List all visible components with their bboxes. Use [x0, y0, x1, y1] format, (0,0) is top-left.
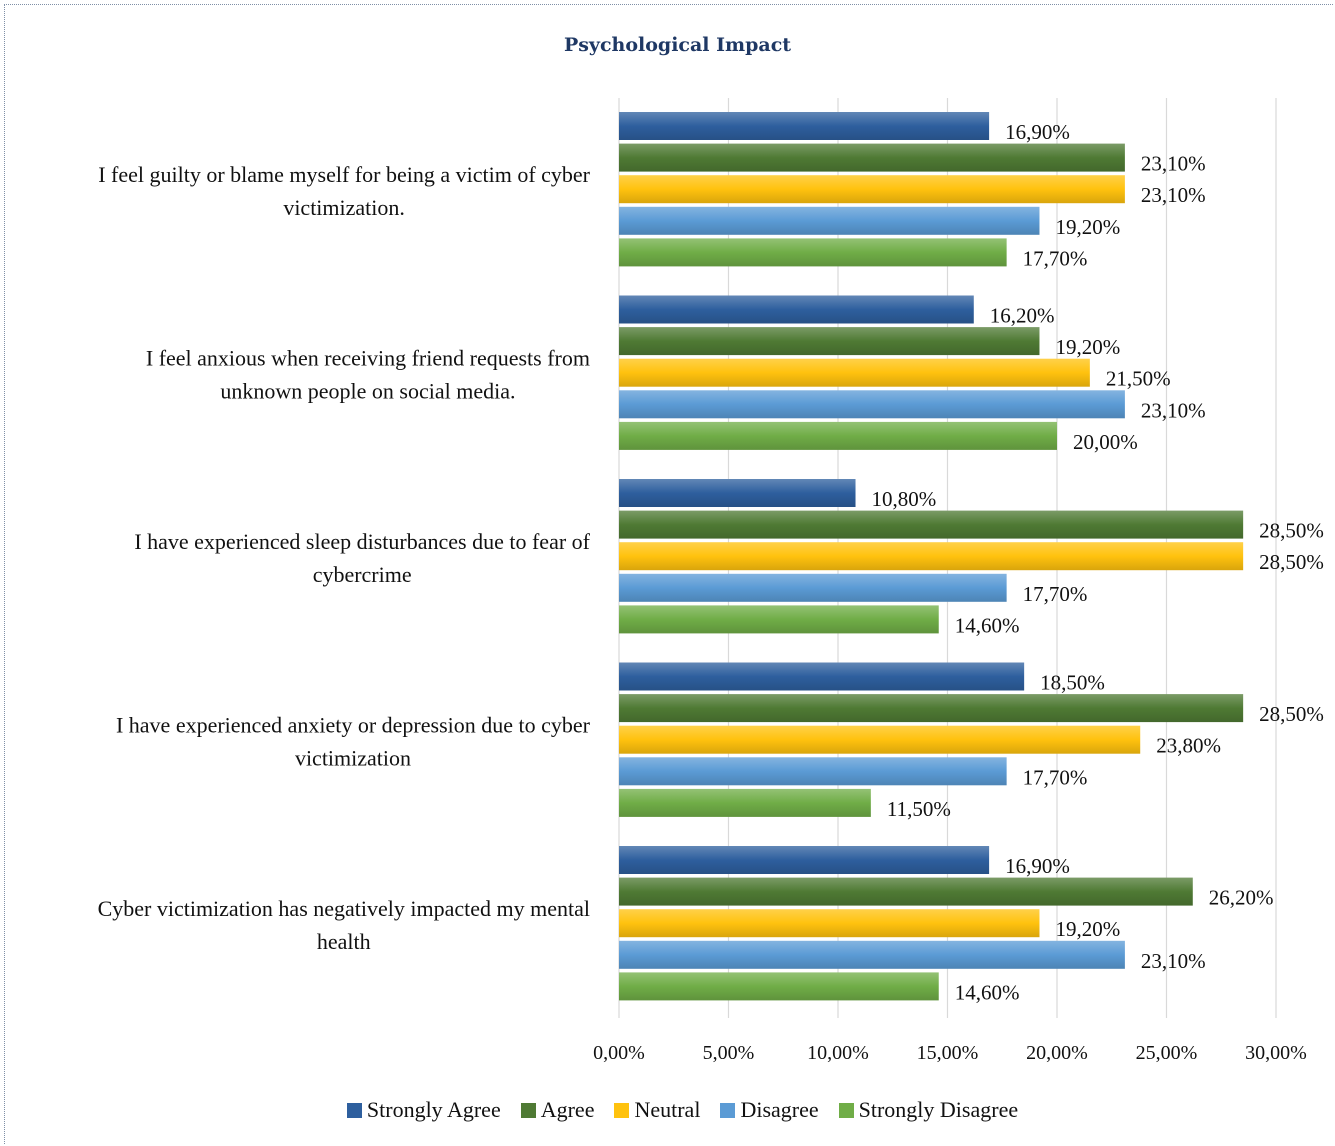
category-label: I feel anxious when receiving friend req… — [146, 346, 590, 371]
data-label: 11,50% — [887, 797, 951, 821]
category-label: health — [317, 929, 371, 954]
bar — [619, 112, 990, 140]
bar — [619, 694, 1244, 723]
data-label: 20,00% — [1073, 430, 1138, 454]
bar — [619, 238, 1007, 267]
bar — [619, 757, 1007, 786]
data-label: 19,20% — [1055, 215, 1120, 239]
x-tick-label: 15,00% — [917, 1042, 979, 1064]
data-label: 23,80% — [1156, 734, 1221, 758]
category-label: cybercrime — [313, 562, 412, 587]
bar — [619, 143, 1125, 172]
category-label: I have experienced anxiety or depression… — [116, 713, 591, 738]
bar — [619, 327, 1040, 356]
data-label: 19,20% — [1055, 335, 1120, 359]
bar — [619, 421, 1057, 450]
category-labels: I feel guilty or blame myself for being … — [98, 162, 591, 954]
category-label: I have experienced sleep disturbances du… — [134, 529, 590, 554]
bar — [619, 295, 974, 324]
data-label: 16,20% — [990, 304, 1055, 328]
legend-swatch — [720, 1102, 736, 1118]
data-label: 23,10% — [1141, 183, 1206, 207]
data-label: 17,70% — [1023, 765, 1088, 789]
legend-swatch — [520, 1102, 536, 1118]
category-label: Cyber victimization has negatively impac… — [98, 896, 590, 921]
bar — [619, 725, 1141, 754]
data-label: 19,20% — [1055, 917, 1120, 941]
legend-label: Agree — [540, 1096, 595, 1122]
chart-title: Psychological Impact — [563, 34, 792, 56]
x-tick-label: 30,00% — [1245, 1042, 1307, 1064]
bar — [619, 479, 856, 507]
data-label: 23,10% — [1141, 949, 1206, 973]
x-tick-label: 10,00% — [807, 1042, 869, 1064]
bar — [619, 972, 939, 1001]
x-tick-label: 25,00% — [1136, 1042, 1198, 1064]
legend-label: Disagree — [740, 1096, 819, 1122]
data-label: 18,50% — [1040, 671, 1105, 695]
legend-label: Neutral — [634, 1096, 701, 1122]
legend-item: Strongly Agree — [346, 1096, 501, 1123]
chart-frame — [4, 4, 1333, 1144]
bar — [619, 909, 1040, 938]
bar — [619, 358, 1090, 387]
bar — [619, 605, 939, 634]
legend-item: Strongly Disagree — [838, 1096, 1019, 1123]
bar — [619, 877, 1193, 906]
bar — [619, 788, 871, 817]
x-tick-label: 0,00% — [593, 1042, 645, 1064]
bar — [619, 206, 1040, 235]
bar — [619, 573, 1007, 602]
bar — [619, 662, 1025, 691]
data-label: 17,70% — [1023, 582, 1088, 606]
value-labels: 16,90%23,10%23,10%19,20%17,70%16,20%19,2… — [872, 120, 1324, 1004]
legend-item: Disagree — [720, 1096, 819, 1123]
legend: Strongly Agree Agree Neutral Disagree Strong… — [0, 1095, 1335, 1123]
bar — [619, 390, 1125, 419]
category-label: victimization. — [283, 195, 405, 220]
legend-label: Strongly Agree — [366, 1096, 501, 1122]
category-label: I feel guilty or blame myself for being … — [98, 162, 590, 187]
legend-item: Neutral — [614, 1097, 700, 1123]
data-label: 16,90% — [1005, 854, 1070, 878]
x-axis-tick-labels: 0,00% 5,00% 10,00% 15,00% 20,00% 25,00% 30,00% — [593, 1042, 1307, 1064]
x-tick-label: 5,00% — [703, 1042, 755, 1064]
data-label: 23,10% — [1141, 398, 1206, 422]
legend-swatch — [346, 1102, 362, 1118]
bars — [619, 112, 1244, 1001]
bar — [619, 846, 990, 874]
legend-swatch — [838, 1102, 854, 1118]
data-label: 10,80% — [872, 487, 937, 511]
legend-swatch — [614, 1102, 630, 1118]
legend-label: Strongly Disagree — [858, 1096, 1019, 1122]
bar — [619, 542, 1244, 571]
bar — [619, 175, 1125, 204]
data-label: 23,10% — [1141, 152, 1206, 176]
category-label: unknown people on social media. — [220, 379, 515, 404]
category-label: victimization — [295, 746, 411, 771]
data-label: 28,50% — [1259, 519, 1324, 543]
data-label: 16,90% — [1005, 120, 1070, 144]
data-label: 17,70% — [1023, 246, 1088, 270]
data-label: 28,50% — [1259, 702, 1324, 726]
data-label: 21,50% — [1106, 367, 1171, 391]
bar — [619, 510, 1244, 539]
legend-item: Agree — [520, 1096, 595, 1123]
data-label: 28,50% — [1259, 550, 1324, 574]
bar — [619, 940, 1125, 969]
data-label: 14,60% — [955, 980, 1020, 1004]
x-tick-label: 20,00% — [1026, 1042, 1088, 1064]
data-label: 14,60% — [955, 613, 1020, 637]
data-label: 26,20% — [1209, 886, 1274, 910]
